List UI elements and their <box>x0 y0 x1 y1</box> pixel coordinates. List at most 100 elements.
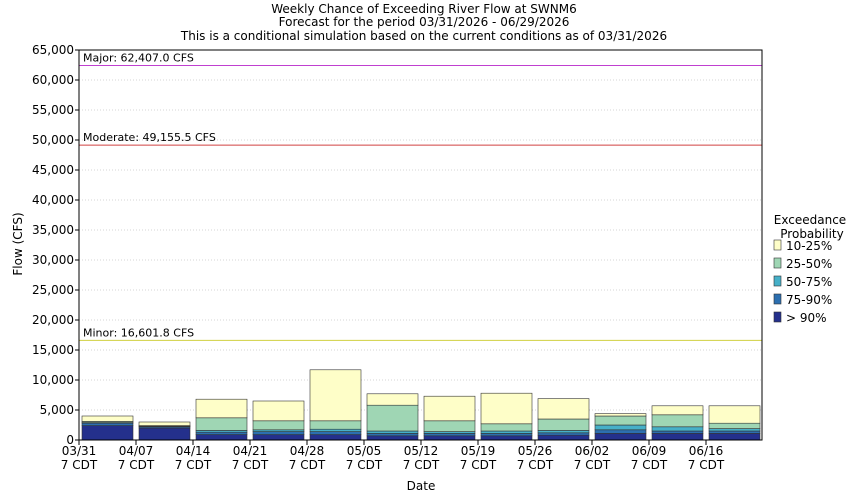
bar-segment <box>651 414 704 428</box>
bar-segment <box>309 431 362 435</box>
y-tick-label: 35,000 <box>32 223 74 237</box>
bar-segment <box>195 434 248 441</box>
x-tick-label: 7 CDT <box>460 458 497 472</box>
bar-segment <box>708 433 761 441</box>
bar-segment <box>366 430 419 434</box>
x-tick-label: 06/09 <box>632 444 667 458</box>
bar-segment <box>252 434 305 441</box>
y-tick-label: 60,000 <box>32 73 74 87</box>
bar-segment <box>138 421 191 426</box>
chart-note: This is a conditional simulation based o… <box>180 29 667 43</box>
x-tick-label: 7 CDT <box>175 458 212 472</box>
bar-segment <box>480 430 533 434</box>
bar-segment <box>594 424 647 431</box>
x-tick-label: 05/05 <box>347 444 382 458</box>
bar-segment <box>195 417 248 431</box>
legend-label: 25-50% <box>786 257 832 271</box>
x-tick-label: 04/07 <box>119 444 154 458</box>
bar-segment <box>423 420 476 432</box>
legend-swatch <box>773 275 782 287</box>
bar-segment <box>708 422 761 429</box>
y-tick-label: 65,000 <box>32 43 74 57</box>
y-tick-label: 45,000 <box>32 163 74 177</box>
bar-segment <box>537 418 590 431</box>
x-tick-label: 05/12 <box>404 444 439 458</box>
x-tick-label: 7 CDT <box>346 458 383 472</box>
bar-segment <box>708 405 761 424</box>
bar-segment <box>651 430 704 434</box>
legend-swatch <box>773 257 782 269</box>
chart-subtitle: Forecast for the period 03/31/2026 - 06/… <box>279 15 570 29</box>
x-tick-label: 7 CDT <box>574 458 611 472</box>
legend-title: Exceedance <box>774 213 846 227</box>
bar-segment <box>594 429 647 434</box>
bar-segment <box>309 434 362 441</box>
grid <box>79 79 762 411</box>
bar-segment <box>423 435 476 441</box>
bar-segment <box>480 423 533 432</box>
y-tick-label: 30,000 <box>32 253 74 267</box>
y-tick-label: 10,000 <box>32 373 74 387</box>
x-axis-label: Date <box>407 479 436 493</box>
x-tick-label: 04/28 <box>290 444 325 458</box>
bars <box>81 369 761 441</box>
bar-segment <box>480 435 533 441</box>
legend-label: 10-25% <box>786 239 832 253</box>
x-tick-label: 7 CDT <box>232 458 269 472</box>
y-tick-label: 25,000 <box>32 283 74 297</box>
legend-swatch <box>773 311 782 323</box>
bar-segment <box>423 395 476 422</box>
bar-segment <box>537 432 590 436</box>
x-tick-label: 06/16 <box>689 444 724 458</box>
bar-segment <box>594 433 647 441</box>
y-tick-label: 0 <box>66 433 74 447</box>
bar-segment <box>423 433 476 437</box>
y-tick-label: 15,000 <box>32 343 74 357</box>
y-tick-label: 55,000 <box>32 103 74 117</box>
bar-segment <box>366 393 419 406</box>
bar-segment <box>708 430 761 434</box>
x-tick-label: 7 CDT <box>289 458 326 472</box>
chart-titles: Weekly Chance of Exceeding River Flow at… <box>180 2 667 43</box>
bar-segment <box>252 431 305 435</box>
y-tick-label: 40,000 <box>32 193 74 207</box>
bar-segment <box>594 415 647 426</box>
threshold-label: Moderate: 49,155.5 CFS <box>83 131 216 144</box>
x-tick-label: 06/02 <box>575 444 610 458</box>
chart-title: Weekly Chance of Exceeding River Flow at… <box>271 2 577 16</box>
x-tick-label: 04/21 <box>233 444 268 458</box>
bar-segment <box>651 405 704 416</box>
bar-segment <box>537 430 590 434</box>
legend-label: 75-90% <box>786 293 832 307</box>
bar-segment <box>309 369 362 422</box>
legend-swatch <box>773 293 782 305</box>
bar-segment <box>651 433 704 441</box>
legend-label: 50-75% <box>786 275 832 289</box>
bar-segment <box>81 422 134 426</box>
x-tick-label: 7 CDT <box>517 458 554 472</box>
x-tick-label: 7 CDT <box>118 458 155 472</box>
bar-segment <box>195 431 248 435</box>
y-tick-label: 5,000 <box>40 403 74 417</box>
legend-title: Probability <box>780 227 843 241</box>
bar-segment <box>366 404 419 432</box>
x-tick-label: 03/31 <box>62 444 97 458</box>
bar-segment <box>366 435 419 441</box>
bar-segment <box>309 420 362 430</box>
y-axis: 0 5,000 10,000 15,000 20,000 25,000 30,000 35,0… <box>32 43 79 447</box>
x-tick-label: 05/19 <box>461 444 496 458</box>
bar-segment <box>594 413 647 417</box>
y-tick-label: 20,000 <box>32 313 74 327</box>
legend-swatch <box>773 239 782 251</box>
plot-frame <box>78 49 763 441</box>
y-tick-label: 50,000 <box>32 133 74 147</box>
bar-segment <box>252 420 305 431</box>
bar-segment <box>195 398 248 419</box>
x-tick-label: 7 CDT <box>631 458 668 472</box>
bar-segment <box>480 433 533 437</box>
bar-segment <box>252 400 305 422</box>
y-axis-label: Flow (CFS) <box>11 212 25 275</box>
